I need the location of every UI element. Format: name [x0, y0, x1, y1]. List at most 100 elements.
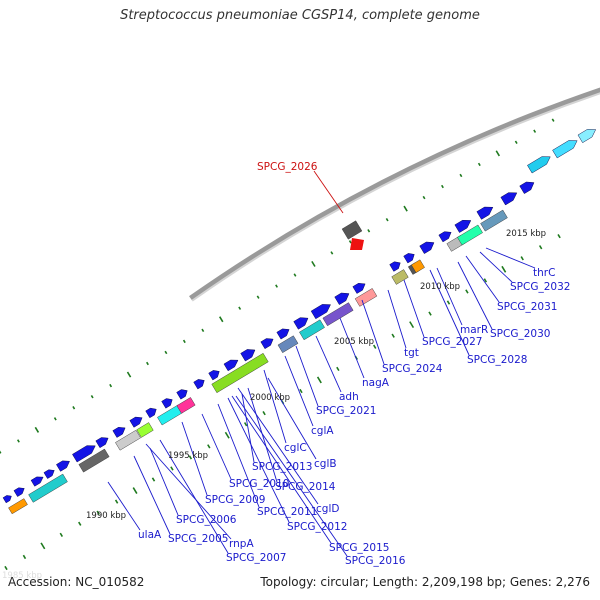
gene-arrow[interactable] [193, 377, 207, 390]
gene-label[interactable]: SPCG_2015 [329, 542, 389, 554]
gene-arrow[interactable] [352, 280, 367, 294]
gene-arrow[interactable] [276, 326, 291, 340]
gene-arrow[interactable] [389, 259, 403, 272]
gene-label[interactable]: SPCG_2028 [467, 354, 527, 366]
highlight-gene-arrow[interactable] [350, 238, 364, 250]
gene-arrow-cyan[interactable] [552, 137, 580, 159]
gene-arrow[interactable] [43, 467, 56, 479]
gene-arrow[interactable] [260, 336, 275, 349]
leader-line [235, 395, 348, 557]
gene-arrow[interactable] [419, 239, 437, 254]
gene-arrow[interactable] [519, 179, 537, 194]
gene-arrow[interactable] [476, 203, 495, 220]
gene-label[interactable]: cglA [311, 425, 334, 437]
gene-label[interactable]: nagA [362, 377, 390, 389]
gene-label[interactable]: SPCG_2010 [229, 478, 289, 490]
gene-label[interactable]: SPCG_2009 [205, 494, 265, 506]
gene-label[interactable]: thrC [533, 267, 555, 279]
scale-label: 1990 kbp [86, 511, 126, 521]
gene-arrow[interactable] [310, 301, 333, 320]
gene-block-steelblue[interactable] [480, 209, 508, 232]
gene-arrow[interactable] [438, 229, 453, 243]
inner-tick-mark [170, 466, 174, 471]
scale-label: 2015 kbp [506, 229, 546, 239]
leader-line [217, 403, 260, 508]
gene-block-salmon[interactable] [354, 288, 378, 307]
gene-label[interactable]: SPCG_2021 [316, 405, 376, 417]
gene-label[interactable]: SPCG_2024 [382, 363, 443, 375]
gene-arrow-cyan[interactable] [577, 126, 598, 143]
gene-arrow[interactable] [500, 189, 519, 206]
gene-label[interactable]: cglB [314, 458, 337, 470]
gene-arrow[interactable] [30, 474, 45, 487]
gene-arrow[interactable] [208, 368, 222, 381]
gene-block-green-long[interactable] [211, 352, 269, 394]
gene-label[interactable]: ulaA [138, 529, 162, 541]
leader-line [241, 393, 255, 463]
gene-arrow[interactable] [72, 442, 97, 463]
gene-block-steelblue[interactable] [277, 335, 299, 353]
gene-label[interactable]: adh [339, 391, 359, 403]
gene-block-green[interactable] [136, 422, 154, 438]
gene-arrow[interactable] [334, 290, 352, 305]
gene-label[interactable]: SPCG_2013 [252, 461, 312, 473]
inner-tick-mark [538, 245, 543, 250]
highlight-gene-label[interactable]: SPCG_2026 [257, 161, 318, 173]
gene-label[interactable]: SPCG_2030 [490, 328, 550, 340]
gene-block-lightgray[interactable] [115, 429, 141, 451]
gene-arrow[interactable] [2, 494, 13, 504]
gene-arrow[interactable] [56, 458, 71, 472]
leader-line [267, 377, 317, 460]
gene-label[interactable]: SPCG_2031 [497, 301, 557, 313]
gene-label[interactable]: SPCG_2032 [510, 281, 570, 293]
gene-arrow[interactable] [403, 251, 417, 264]
gene-label[interactable]: SPCG_2011 [257, 506, 317, 518]
gene-block-cyan[interactable] [28, 473, 68, 503]
gene-arrow[interactable] [293, 314, 311, 330]
gene-label[interactable]: cglC [284, 442, 307, 454]
gene-label[interactable]: SPCG_2005 [168, 533, 228, 545]
leader-line [107, 481, 141, 531]
gene-block-orange[interactable] [8, 498, 28, 515]
backbone [189, 87, 600, 302]
gene-arrow[interactable] [161, 396, 175, 409]
gene-arrow[interactable] [176, 387, 190, 400]
gene-label[interactable]: cglD [316, 503, 339, 515]
gene-arrow[interactable] [13, 485, 26, 497]
highlight-gene-box[interactable] [341, 220, 363, 240]
gene-arrow[interactable] [112, 424, 127, 438]
gene-labels: thrCSPCG_2032SPCG_2031SPCG_2030marRSPCG_… [138, 161, 570, 567]
gene-block-mint[interactable] [457, 224, 483, 246]
inner-tick-mark [557, 234, 561, 239]
gene-arrow[interactable] [95, 435, 110, 448]
gene-arrow[interactable] [145, 406, 159, 419]
gene-label[interactable]: SPCG_2006 [176, 514, 237, 526]
outer-tick-mark [201, 328, 205, 333]
gene-block-pink[interactable] [176, 397, 196, 414]
gene-features[interactable] [2, 126, 598, 515]
gene-arrow[interactable] [129, 414, 144, 428]
scale-label: 2010 kbp [420, 282, 460, 292]
gene-block-orange[interactable] [411, 259, 425, 273]
inner-tick-mark [188, 455, 193, 460]
gene-block-cyan[interactable] [299, 319, 325, 341]
leader-line [403, 279, 425, 338]
gene-block-olive[interactable] [391, 269, 409, 285]
gene-label[interactable]: SPCG_2007 [226, 552, 286, 564]
gene-label[interactable]: SPCG_2014 [275, 481, 336, 493]
gene-arrow[interactable] [223, 357, 240, 372]
outer-tick-mark [422, 195, 426, 200]
gene-label[interactable]: tgt [404, 347, 419, 359]
gene-label[interactable]: rnpA [229, 538, 254, 550]
gene-label[interactable]: SPCG_2016 [345, 555, 406, 567]
gene-label[interactable]: marR [460, 324, 488, 336]
gene-arrow-cyan[interactable] [527, 153, 552, 174]
outer-tick-mark [293, 273, 297, 277]
gene-arrow[interactable] [454, 217, 473, 233]
gene-block-gray[interactable] [78, 448, 110, 473]
outer-tick-mark [330, 251, 334, 255]
gene-label[interactable]: SPCG_2012 [287, 521, 347, 533]
gene-label[interactable]: SPCG_2027 [422, 336, 482, 348]
gene-arrow[interactable] [240, 346, 258, 362]
